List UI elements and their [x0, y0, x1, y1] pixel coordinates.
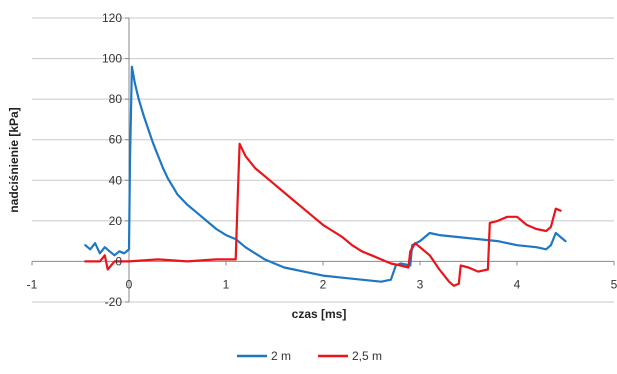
x-tick-label: -1 [27, 277, 38, 291]
legend-label-2-5m: 2,5 m [352, 349, 382, 363]
legend-label-2m: 2 m [271, 349, 291, 363]
y-tick-label: 40 [109, 173, 123, 187]
x-tick-label: 4 [514, 277, 521, 291]
x-tick-label: 3 [417, 277, 424, 291]
x-tick-label: 5 [611, 277, 617, 291]
series-line-0 [84, 65, 567, 283]
y-tick-label: 0 [115, 254, 122, 268]
y-tick-label: 60 [109, 133, 123, 147]
x-tick-label: 2 [320, 277, 327, 291]
x-axis-title: czas [ms] [292, 307, 347, 321]
legend: 2 m 2,5 m [237, 349, 382, 363]
y-tick-label: -20 [105, 295, 123, 309]
x-tick-label: 1 [223, 277, 230, 291]
series-line-1 [84, 142, 562, 287]
y-tick-label: 120 [102, 11, 122, 25]
y-tick-label: 80 [109, 92, 123, 106]
x-tick-label: 0 [126, 277, 133, 291]
y-axis-title: nadciśnienie [kPa] [7, 107, 21, 212]
y-tick-label: 100 [102, 52, 122, 66]
series-layer [84, 65, 567, 287]
y-tick-label: 20 [109, 214, 123, 228]
